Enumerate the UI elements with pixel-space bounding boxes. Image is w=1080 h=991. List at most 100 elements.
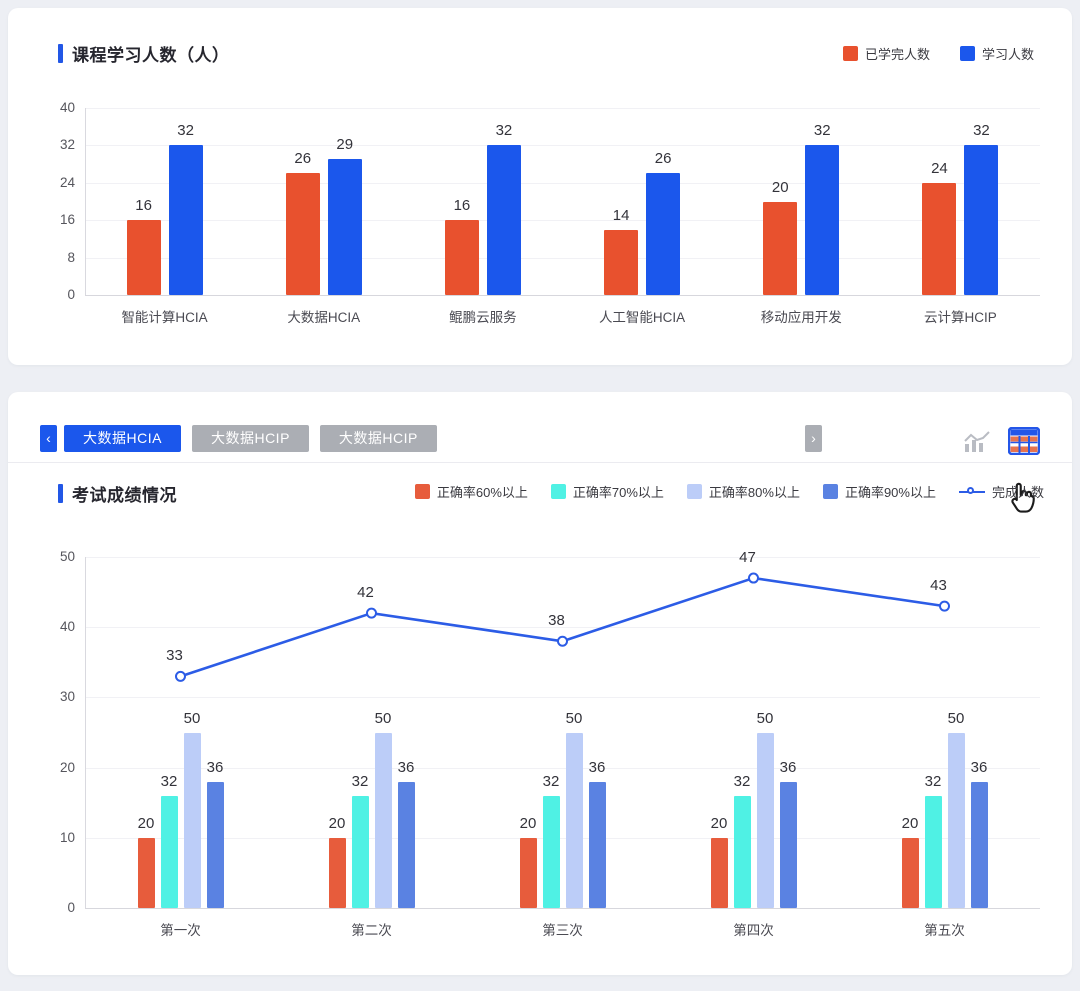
bar-value-label: 20	[519, 814, 537, 832]
panel2-title-block: 考试成绩情况	[58, 481, 177, 506]
legend-item[interactable]: 学习人数	[959, 44, 1034, 63]
y-axis-tick-label: 0	[67, 287, 75, 302]
legend-swatch	[842, 46, 858, 61]
course-tabs: 大数据HCIA 大数据HCIP 大数据HCIP	[64, 425, 437, 452]
bar-value-label: 29	[336, 136, 354, 154]
bar-正确率70%以上-第五次[interactable]	[924, 795, 942, 908]
panel1-title: 课程学习人数（人）	[72, 46, 230, 65]
tab-scroll-right-button[interactable]: ›	[805, 425, 822, 452]
course-tab-0[interactable]: 大数据HCIA	[64, 425, 181, 452]
bar-value-label: 20	[328, 814, 346, 832]
y-axis-tick-label: 16	[59, 212, 75, 228]
legend-item[interactable]: 正确率60%以上	[414, 482, 528, 501]
legend-item[interactable]: 正确率70%以上	[550, 482, 664, 501]
bar-已学完人数-大数据HCIA[interactable]	[285, 173, 320, 295]
bar-正确率60%以上-第二次[interactable]	[328, 837, 346, 908]
bar-已学完人数-云计算HCIP[interactable]	[922, 182, 957, 295]
bar-学习人数-人工智能HCIA[interactable]	[646, 173, 681, 295]
bar-正确率80%以上-第三次[interactable]	[565, 732, 583, 908]
table-view-icon[interactable]	[1007, 426, 1041, 460]
bar-正确率80%以上-第一次[interactable]	[183, 732, 201, 908]
line-point-value-label: 47	[739, 549, 756, 567]
category-label: 鲲鹏云服务	[449, 310, 517, 325]
y-axis-tick-label: 10	[59, 829, 75, 845]
bar-value-label: 32	[495, 122, 513, 140]
bar-正确率80%以上-第五次[interactable]	[947, 732, 965, 908]
bar-value-label: 16	[135, 197, 152, 215]
y-axis-tick-label: 8	[67, 249, 75, 265]
bar-正确率70%以上-第二次[interactable]	[351, 795, 369, 908]
bar-学习人数-移动应用开发[interactable]	[805, 145, 840, 295]
y-axis-tick-label: 40	[59, 619, 75, 635]
y-axis-tick-label: 20	[59, 759, 75, 775]
bar-正确率80%以上-第二次[interactable]	[374, 732, 392, 908]
bar-value-label: 36	[779, 758, 797, 776]
bar-value-label: 20	[137, 814, 155, 832]
legend-item[interactable]: 正确率80%以上	[686, 482, 800, 501]
bar-已学完人数-智能计算HCIA[interactable]	[126, 220, 161, 295]
line-point-value-label: 33	[166, 647, 183, 665]
line-point-value-label: 42	[357, 584, 374, 602]
legend-item[interactable]: 已学完人数	[842, 44, 930, 63]
y-axis-tick-label: 24	[59, 174, 75, 190]
category-label: 第四次	[733, 923, 774, 938]
category-label: 第三次	[542, 923, 583, 938]
legend-item-line[interactable]: 完成人数	[958, 482, 1044, 501]
y-axis-tick-label: 32	[59, 137, 75, 153]
bar-正确率90%以上-第一次[interactable]	[206, 781, 224, 908]
bar-value-label: 50	[374, 709, 392, 727]
bar-正确率60%以上-第四次[interactable]	[710, 837, 728, 908]
panel2-legend: 正确率60%以上 正确率70%以上 正确率80%以上 正确率90%以上 完成人数	[414, 482, 1044, 501]
legend-label: 完成人数	[991, 485, 1044, 500]
bar-value-label: 32	[351, 772, 369, 790]
bar-正确率80%以上-第四次[interactable]	[756, 732, 774, 908]
bar-value-label: 32	[813, 122, 831, 140]
bar-value-label: 32	[177, 122, 194, 140]
bar-正确率70%以上-第一次[interactable]	[160, 795, 178, 908]
bar-正确率90%以上-第三次[interactable]	[588, 781, 606, 908]
bar-正确率60%以上-第一次[interactable]	[137, 837, 155, 908]
bar-正确率60%以上-第三次[interactable]	[519, 837, 537, 908]
bar-正确率70%以上-第四次[interactable]	[733, 795, 751, 908]
bar-正确率60%以上-第五次[interactable]	[901, 837, 919, 908]
bar-学习人数-鲲鹏云服务[interactable]	[486, 145, 521, 295]
legend-label: 正确率80%以上	[708, 485, 800, 500]
bar-value-label: 26	[654, 150, 672, 168]
bar-学习人数-云计算HCIP[interactable]	[964, 145, 999, 295]
y-axis-tick-label: 40	[59, 100, 75, 115]
panel2-title: 考试成绩情况	[72, 486, 177, 505]
bar-学习人数-大数据HCIA[interactable]	[327, 159, 362, 295]
tabbar-divider	[8, 462, 1072, 463]
course-tab-2[interactable]: 大数据HCIP	[319, 425, 437, 452]
legend-label: 正确率60%以上	[436, 485, 528, 500]
legend-item[interactable]: 正确率90%以上	[822, 482, 936, 501]
bar-学习人数-智能计算HCIA[interactable]	[168, 145, 203, 295]
bar-value-label: 20	[710, 814, 728, 832]
bar-已学完人数-人工智能HCIA[interactable]	[604, 229, 639, 295]
category-label: 移动应用开发	[760, 310, 842, 325]
legend-swatch	[550, 484, 566, 499]
y-axis-tick-label: 0	[67, 900, 75, 915]
bar-value-label: 20	[771, 178, 789, 196]
legend-swatch	[822, 484, 838, 499]
line-chart-view-icon[interactable]	[962, 429, 992, 460]
bar-value-label: 50	[565, 709, 583, 727]
bar-正确率90%以上-第四次[interactable]	[779, 781, 797, 908]
category-label: 大数据HCIA	[287, 310, 361, 325]
bar-已学完人数-移动应用开发[interactable]	[763, 201, 798, 295]
bar-正确率70%以上-第三次[interactable]	[542, 795, 560, 908]
category-label: 云计算HCIP	[924, 310, 997, 325]
y-axis-tick-label: 50	[59, 549, 75, 564]
bar-正确率90%以上-第二次[interactable]	[397, 781, 415, 908]
legend-swatch	[959, 46, 975, 61]
course-tab-1[interactable]: 大数据HCIP	[191, 425, 309, 452]
grid-line	[85, 108, 1040, 109]
bar-正确率90%以上-第五次[interactable]	[970, 781, 988, 908]
bar-value-label: 32	[973, 122, 990, 140]
legend-label: 正确率90%以上	[844, 485, 936, 500]
tab-scroll-left-button[interactable]: ‹	[40, 425, 57, 452]
bar-value-label: 32	[733, 772, 751, 790]
category-label: 智能计算HCIA	[121, 310, 208, 325]
bar-已学完人数-鲲鹏云服务[interactable]	[444, 220, 479, 295]
grid-line	[85, 257, 1040, 259]
